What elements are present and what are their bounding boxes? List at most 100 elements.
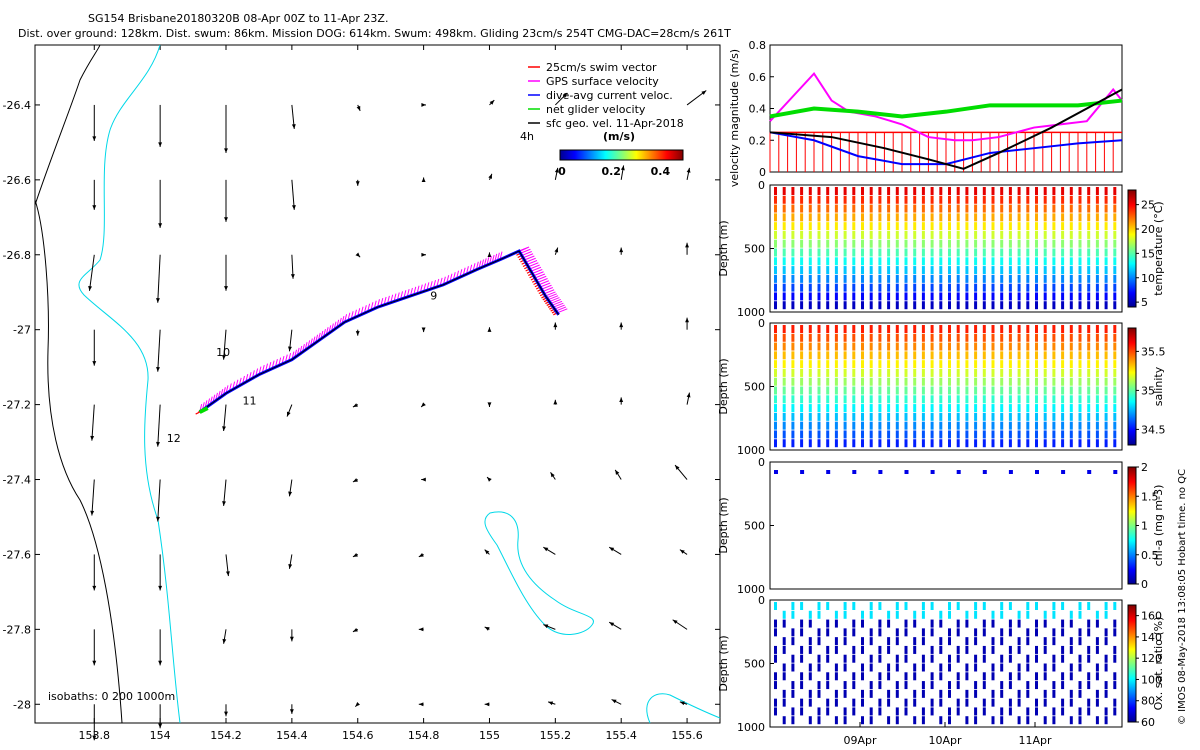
oxygen-sample [939, 610, 943, 619]
oxygen-sample [1104, 663, 1108, 672]
sfc-velocity-arrowhead [619, 247, 624, 253]
oxygen-sample [1104, 654, 1108, 663]
temperature-sample [808, 222, 812, 231]
sfc-velocity-arrowhead [352, 627, 358, 632]
salinity-sample [869, 412, 873, 421]
oxygen-sample [982, 698, 986, 707]
salinity-sample [982, 342, 986, 351]
temperature-sample [843, 213, 847, 222]
salinity-sample [1061, 325, 1065, 333]
temperature-sample [843, 187, 847, 195]
temperature-sample [1104, 230, 1108, 239]
oxygen-sample [1113, 707, 1117, 716]
temperature-sample [913, 248, 917, 257]
temperature-ylabel: Depth (m) [717, 220, 730, 276]
isobath-0-north [34, 44, 101, 206]
temperature-sample [904, 248, 908, 257]
salinity-sample [948, 430, 951, 439]
oxygen-sample [921, 628, 925, 637]
oxygen-sample [1052, 689, 1056, 698]
salinity-sample [904, 386, 908, 395]
oxygen-sample [1008, 672, 1012, 681]
salinity-sample [939, 360, 943, 369]
salinity-sample [1000, 386, 1004, 395]
temperature-sample [982, 213, 986, 222]
gps-velocity-vector [551, 300, 563, 306]
temperature-sample [774, 248, 777, 257]
temperature-sample [939, 292, 943, 301]
chla-sample [1087, 470, 1092, 474]
oxygen-sample [956, 654, 960, 663]
oxygen-sample [1035, 619, 1038, 628]
salinity-sample [948, 377, 951, 386]
salinity-sample [878, 342, 882, 351]
salinity-sample [1043, 439, 1047, 448]
salinity-sample [1043, 404, 1047, 413]
temperature-sample [791, 274, 795, 283]
oxygen-sample [930, 707, 934, 716]
temperature-colorbar-tick-label: 20 [1141, 223, 1155, 236]
salinity-sample [887, 368, 891, 377]
temperature-sample [974, 257, 978, 266]
oxygen-sample [1043, 610, 1047, 619]
temperature-sample [939, 222, 943, 231]
chla-colorbar-tick-label: 0 [1141, 578, 1148, 591]
temperature-sample [852, 230, 856, 239]
salinity-sample [791, 325, 795, 333]
oxygen-sample [817, 663, 821, 672]
oxygen-sample [852, 645, 856, 654]
temperature-sample [895, 248, 899, 257]
salinity-sample [800, 377, 804, 386]
salinity-sample [904, 377, 908, 386]
temperature-sample [956, 248, 960, 257]
temperature-sample [1017, 187, 1021, 195]
oxygen-sample [982, 645, 986, 654]
oxygen-sample [895, 637, 899, 646]
oxygen-sample [774, 619, 777, 628]
temperature-sample [834, 187, 838, 195]
temperature-sample [852, 239, 856, 248]
oxygen-sample [843, 602, 847, 610]
salinity-sample [834, 377, 838, 386]
salinity-sample [1052, 333, 1056, 342]
salinity-sample [1113, 325, 1117, 333]
sfc-velocity-arrowhead [156, 366, 160, 372]
salinity-sample [1026, 404, 1030, 413]
temperature-sample [1061, 222, 1065, 231]
gps-velocity-vector [543, 289, 555, 295]
temperature-sample [982, 187, 986, 195]
temperature-sample [817, 274, 821, 283]
oxygen-sample [974, 610, 978, 619]
salinity-sample [939, 395, 943, 404]
temperature-sample [1104, 213, 1108, 222]
map-y-tick-label: -27.8 [3, 623, 31, 636]
oxygen-sample [1052, 716, 1056, 725]
temperature-sample [1000, 213, 1004, 222]
oxygen-sample [834, 619, 838, 628]
salinity-sample [982, 412, 986, 421]
temperature-sample [843, 292, 847, 301]
oxygen-sample [1087, 698, 1091, 707]
temperature-sample [843, 239, 847, 248]
oxygen-sample [1043, 645, 1047, 654]
salinity-sample [956, 439, 960, 448]
salinity-sample [991, 360, 995, 369]
oxygen-sample [887, 619, 891, 628]
temperature-sample [1052, 239, 1056, 248]
oxygen-sample [904, 707, 908, 716]
temperature-sample [861, 213, 864, 222]
temperature-sample [930, 301, 934, 310]
salinity-sample [1113, 342, 1117, 351]
salinity-sample [1087, 368, 1091, 377]
oxygen-sample [1095, 637, 1099, 646]
oxygen-sample [782, 698, 786, 707]
temperature-sample [1087, 239, 1091, 248]
isobath-0-south [34, 199, 123, 724]
oxygen-sample [878, 681, 882, 690]
oxygen-sample [965, 716, 969, 725]
gps-velocity-vector [526, 260, 538, 265]
salinity-sample [834, 325, 838, 333]
temperature-sample [869, 292, 873, 301]
sfc-velocity-arrow [157, 479, 161, 522]
salinity-sample [878, 333, 882, 342]
